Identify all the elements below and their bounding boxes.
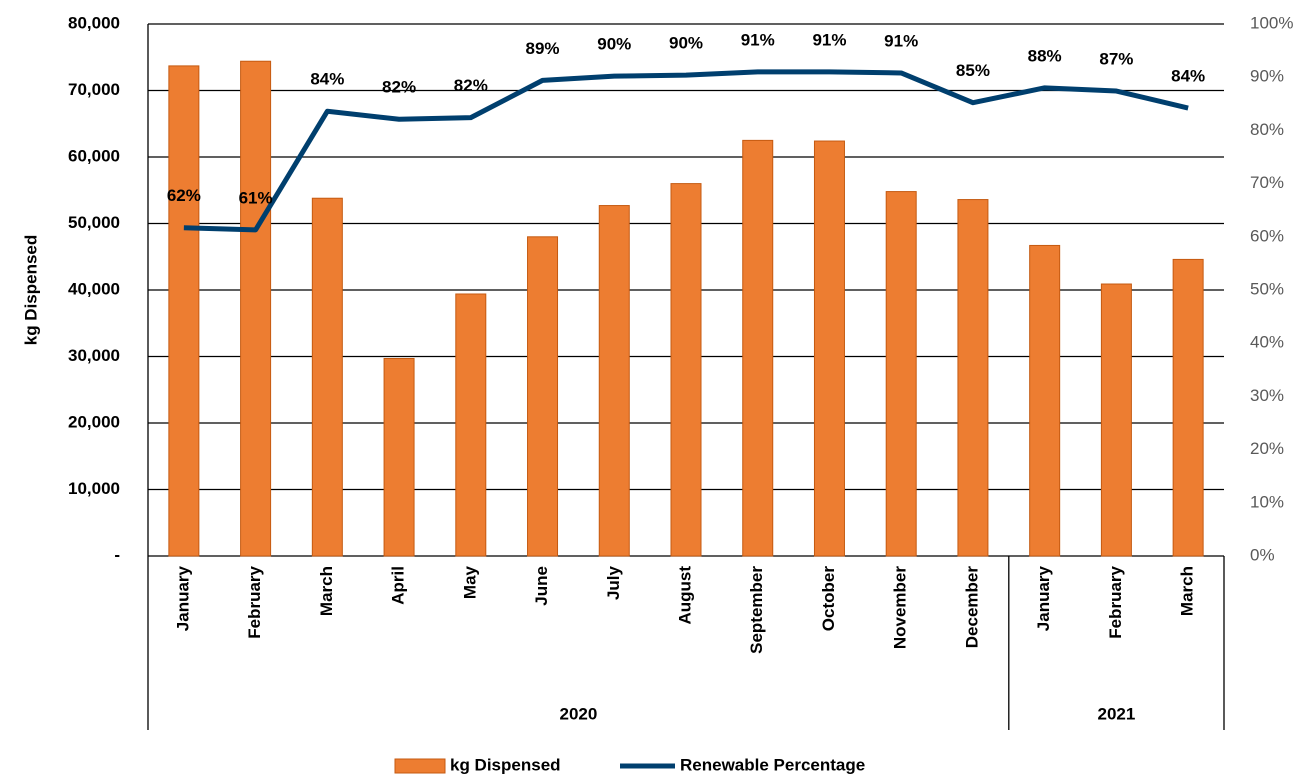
x-tick-label: December [962, 566, 981, 649]
bar [168, 65, 200, 557]
y2-tick-label: 90% [1250, 67, 1284, 86]
y-tick-label: 60,000 [68, 146, 120, 165]
data-label: 90% [597, 35, 631, 54]
line [183, 69, 1189, 233]
y-tick-label: 10,000 [68, 479, 120, 498]
x-tick-label: June [532, 566, 551, 606]
bar [885, 191, 917, 557]
legend-label: Renewable Percentage [680, 755, 865, 774]
x-tick-label: April [389, 566, 408, 605]
bar [598, 205, 630, 557]
y2-tick-label: 0% [1250, 545, 1275, 564]
group-label: 2020 [559, 704, 597, 723]
y-tick-label: 80,000 [68, 13, 120, 32]
x-tick-label: February [1106, 565, 1125, 638]
x-tick-label: March [317, 566, 336, 616]
data-label: 91% [884, 31, 918, 50]
y2-tick-label: 80% [1250, 120, 1284, 139]
y-tick-label: 50,000 [68, 213, 120, 232]
data-label: 89% [526, 39, 560, 58]
y2-tick-label: 70% [1250, 173, 1284, 192]
data-label: 91% [741, 30, 775, 49]
x-tick-label: July [604, 565, 623, 600]
bar [1172, 258, 1204, 557]
bar [383, 357, 415, 557]
x-tick-label: November [891, 566, 910, 650]
data-label: 84% [1171, 67, 1205, 86]
y-axis-label: kg Dispensed [21, 235, 40, 346]
data-label: 82% [454, 76, 488, 95]
x-tick-label: May [460, 565, 479, 599]
x-tick-label: August [675, 566, 694, 625]
legend-swatch [394, 758, 446, 774]
data-label: 61% [239, 188, 273, 207]
y2-tick-label: 50% [1250, 279, 1284, 298]
y-tick-label: 70,000 [68, 80, 120, 99]
data-label: 91% [812, 30, 846, 49]
x-tick-label: March [1178, 566, 1197, 616]
data-label: 62% [167, 186, 201, 205]
bar [670, 183, 702, 557]
data-label: 85% [956, 61, 990, 80]
bar [527, 236, 559, 557]
y2-tick-label: 40% [1250, 333, 1284, 352]
group-label: 2021 [1097, 704, 1135, 723]
y-tick-label: 30,000 [68, 346, 120, 365]
legend-label: kg Dispensed [450, 755, 561, 774]
data-label: 82% [382, 78, 416, 97]
bar [957, 199, 989, 557]
data-label: 87% [1099, 50, 1133, 69]
y2-tick-label: 20% [1250, 439, 1284, 458]
y2-tick-label: 30% [1250, 386, 1284, 405]
x-tick-label: January [1034, 565, 1053, 631]
y-tick-label: 40,000 [68, 279, 120, 298]
x-tick-label: September [747, 566, 766, 654]
x-tick-label: February [245, 565, 264, 638]
bar [813, 140, 845, 557]
y2-tick-label: 100% [1250, 13, 1293, 32]
x-tick-label: January [173, 565, 192, 631]
bar [742, 139, 774, 557]
y-tick-label: 20,000 [68, 412, 120, 431]
bar [1100, 283, 1132, 557]
data-label: 88% [1028, 46, 1062, 65]
bar [1029, 244, 1061, 557]
bar [311, 197, 343, 557]
bar [455, 293, 487, 557]
bar [240, 60, 272, 557]
data-label: 90% [669, 34, 703, 53]
x-tick-label: October [819, 566, 838, 632]
data-label: 84% [310, 70, 344, 89]
y2-tick-label: 10% [1250, 492, 1284, 511]
y2-tick-label: 60% [1250, 226, 1284, 245]
y-tick-label: - [114, 545, 120, 564]
